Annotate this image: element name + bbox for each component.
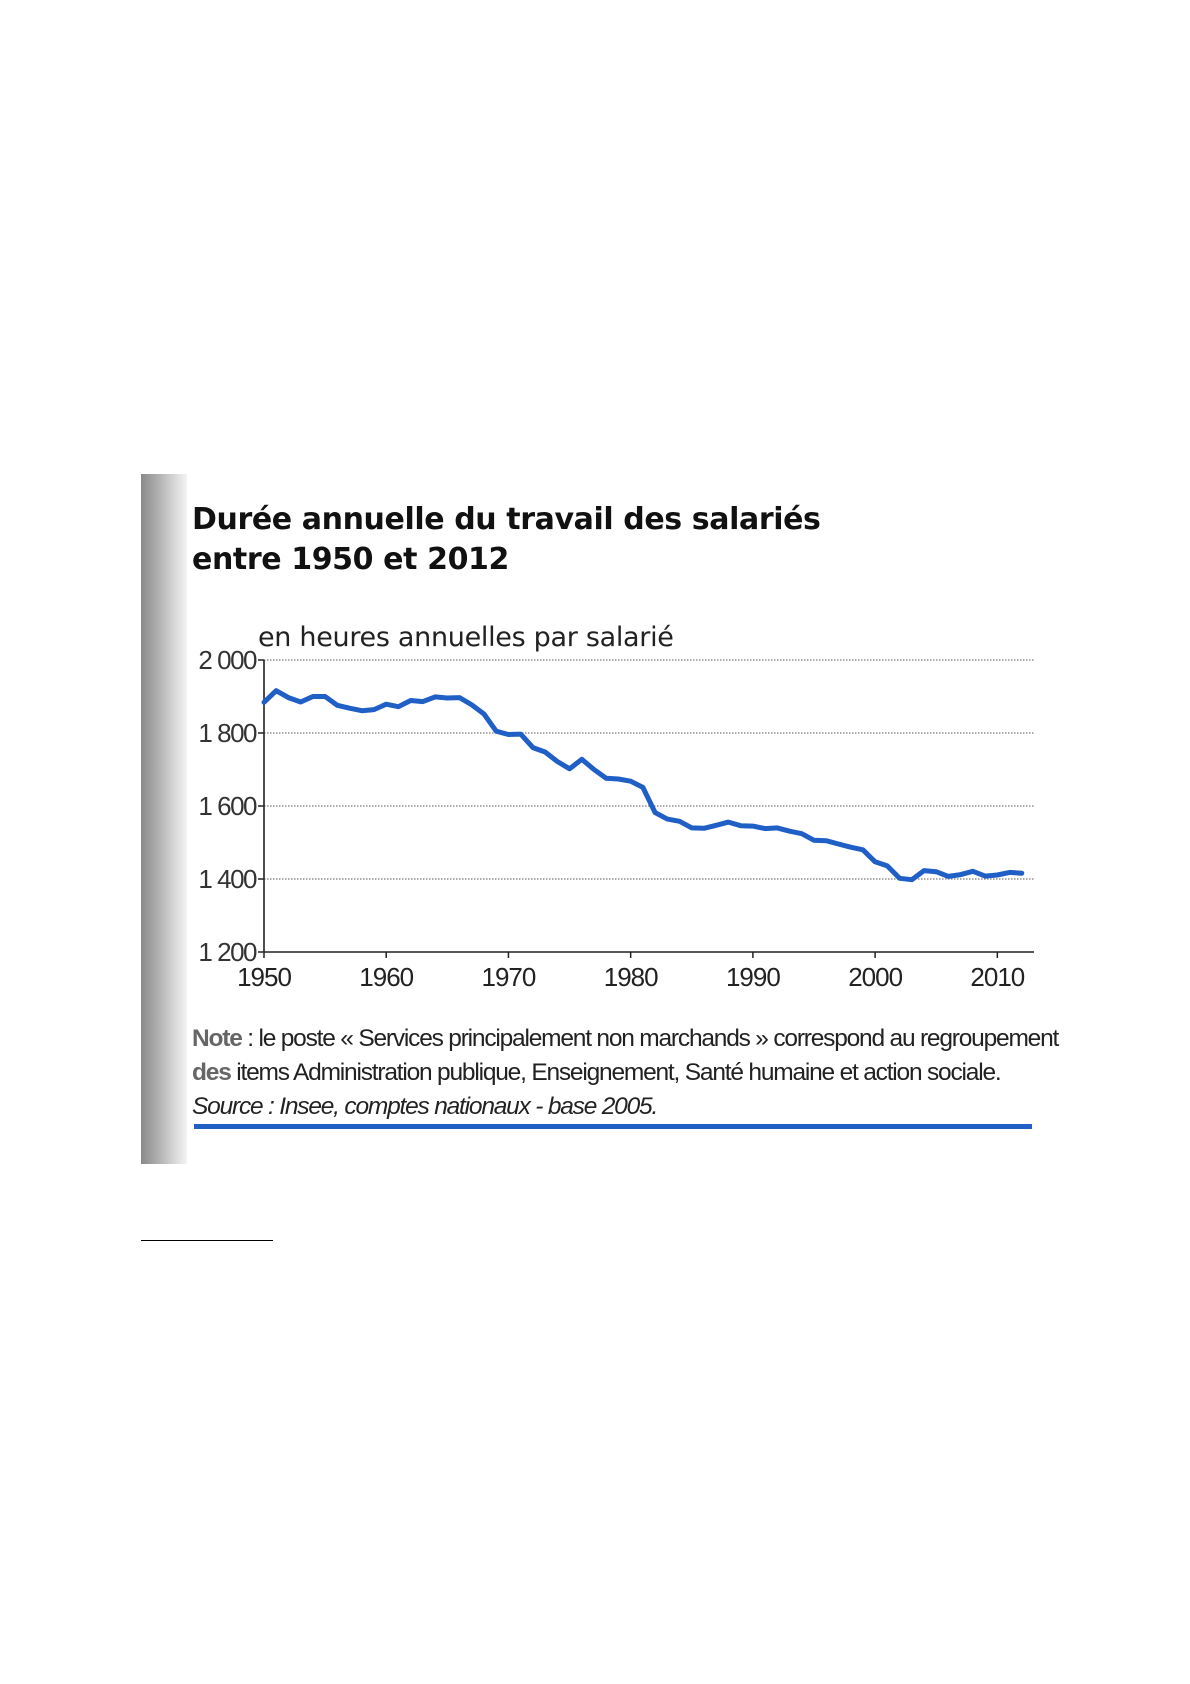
y-tick-label-1600: 1 600 xyxy=(198,791,257,821)
source-line: Source : Insee, comptes nationaux - base… xyxy=(192,1093,658,1120)
note-line-2-label: des xyxy=(192,1059,232,1086)
note-line-2: des items Administration publique, Ensei… xyxy=(192,1056,1037,1090)
x-tick-label-1960: 1960 xyxy=(359,962,413,992)
bottom-accent-rule xyxy=(194,1124,1032,1129)
footnote-separator xyxy=(141,1240,273,1241)
x-tick-label-1950: 1950 xyxy=(237,962,291,992)
chart-title: Durée annuelle du travail des salariés e… xyxy=(192,500,821,580)
note-text-1: : le poste « Services principalement non… xyxy=(241,1025,1059,1052)
y-tick-label-1800: 1 800 xyxy=(198,718,257,748)
grid-lines xyxy=(264,659,1034,880)
axes xyxy=(258,659,1034,958)
x-tick-label-1990: 1990 xyxy=(726,962,780,992)
x-tick-label-1980: 1980 xyxy=(604,962,658,992)
series-line-0 xyxy=(261,688,1025,883)
y-tick-label-1200: 1 200 xyxy=(198,937,257,967)
scanned-figure: Durée annuelle du travail des salariés e… xyxy=(141,474,1059,1164)
y-tick-labels: 2 000 1 800 1 600 1 400 1 200 xyxy=(198,645,258,967)
x-tick-label-1970: 1970 xyxy=(482,962,536,992)
y-tick-label-2000: 2 000 xyxy=(198,645,257,675)
chart-notes: Note : le poste « Services principalemen… xyxy=(192,1022,1059,1124)
note-text-2: items Administration publique, Enseignem… xyxy=(230,1059,1001,1086)
chart-title-line-2: entre 1950 et 2012 xyxy=(192,542,509,577)
note-line-1: Note : le poste « Services principalemen… xyxy=(192,1022,1059,1056)
chart-title-line-1: Durée annuelle du travail des salariés xyxy=(192,502,821,537)
series-layer xyxy=(261,688,1025,883)
x-tick-labels: 1950 1960 1970 1980 1990 2000 2010 xyxy=(237,962,1026,992)
scan-shadow-edge xyxy=(141,474,187,1164)
x-tick-label-2010: 2010 xyxy=(970,962,1024,992)
y-axis-unit-label: en heures annuelles par salarié xyxy=(258,622,674,653)
x-tick-label-2000: 2000 xyxy=(848,962,902,992)
y-tick-label-1400: 1 400 xyxy=(198,864,257,894)
note-label: Note xyxy=(192,1025,243,1052)
